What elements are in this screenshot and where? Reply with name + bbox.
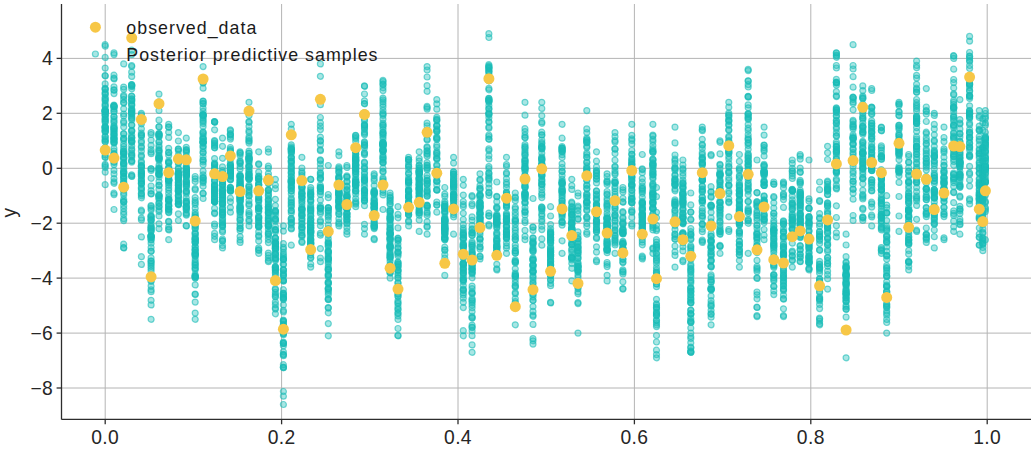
svg-text:1.0: 1.0: [973, 427, 1001, 448]
svg-text:−8: −8: [31, 378, 54, 399]
svg-text:0.8: 0.8: [797, 427, 825, 448]
svg-text:y: y: [0, 208, 20, 218]
svg-text:4: 4: [42, 48, 53, 69]
svg-text:0.4: 0.4: [444, 427, 472, 448]
svg-text:2: 2: [42, 103, 53, 124]
svg-text:0.6: 0.6: [620, 427, 648, 448]
svg-text:0.0: 0.0: [91, 427, 119, 448]
svg-text:0: 0: [42, 158, 53, 179]
svg-text:−4: −4: [31, 268, 54, 289]
svg-text:observed_data: observed_data: [126, 18, 257, 39]
svg-text:Posterior predictive samples: Posterior predictive samples: [126, 45, 378, 65]
svg-text:−6: −6: [31, 323, 54, 344]
svg-text:−2: −2: [31, 213, 54, 234]
svg-text:0.2: 0.2: [268, 427, 296, 448]
